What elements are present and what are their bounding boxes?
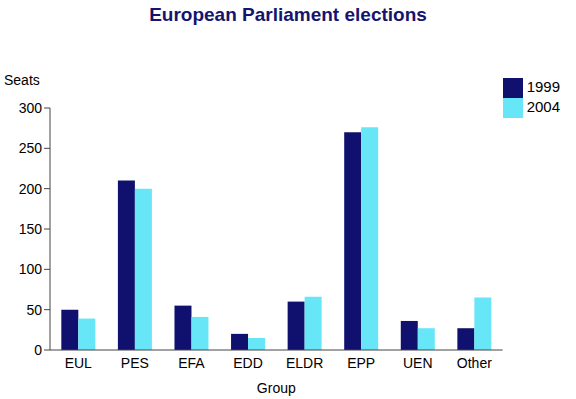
svg-text:EFA: EFA (178, 355, 205, 371)
html-text:2004: 2004 (526, 98, 560, 115)
html-text:1999: 1999 (526, 78, 560, 95)
svg-text:50: 50 (26, 302, 42, 318)
svg-text:Group: Group (257, 380, 296, 396)
svg-text:PES: PES (121, 355, 149, 371)
svg-text:250: 250 (19, 140, 43, 156)
svg-text:300: 300 (19, 100, 43, 116)
svg-text:UEN: UEN (403, 355, 433, 371)
svg-text:100: 100 (19, 261, 43, 277)
svg-text:200: 200 (19, 181, 43, 197)
svg-text:EUL: EUL (65, 355, 92, 371)
svg-text:150: 150 (19, 221, 43, 237)
svg-text:ELDR: ELDR (286, 355, 323, 371)
svg-text:EDD: EDD (233, 355, 263, 371)
svg-text:0: 0 (34, 342, 42, 358)
html-text:Seats: Seats (4, 72, 40, 88)
html-text:European Parliament elections: European Parliament elections (149, 4, 427, 25)
svg-text:EPP: EPP (347, 355, 375, 371)
svg-text:Other: Other (457, 355, 492, 371)
